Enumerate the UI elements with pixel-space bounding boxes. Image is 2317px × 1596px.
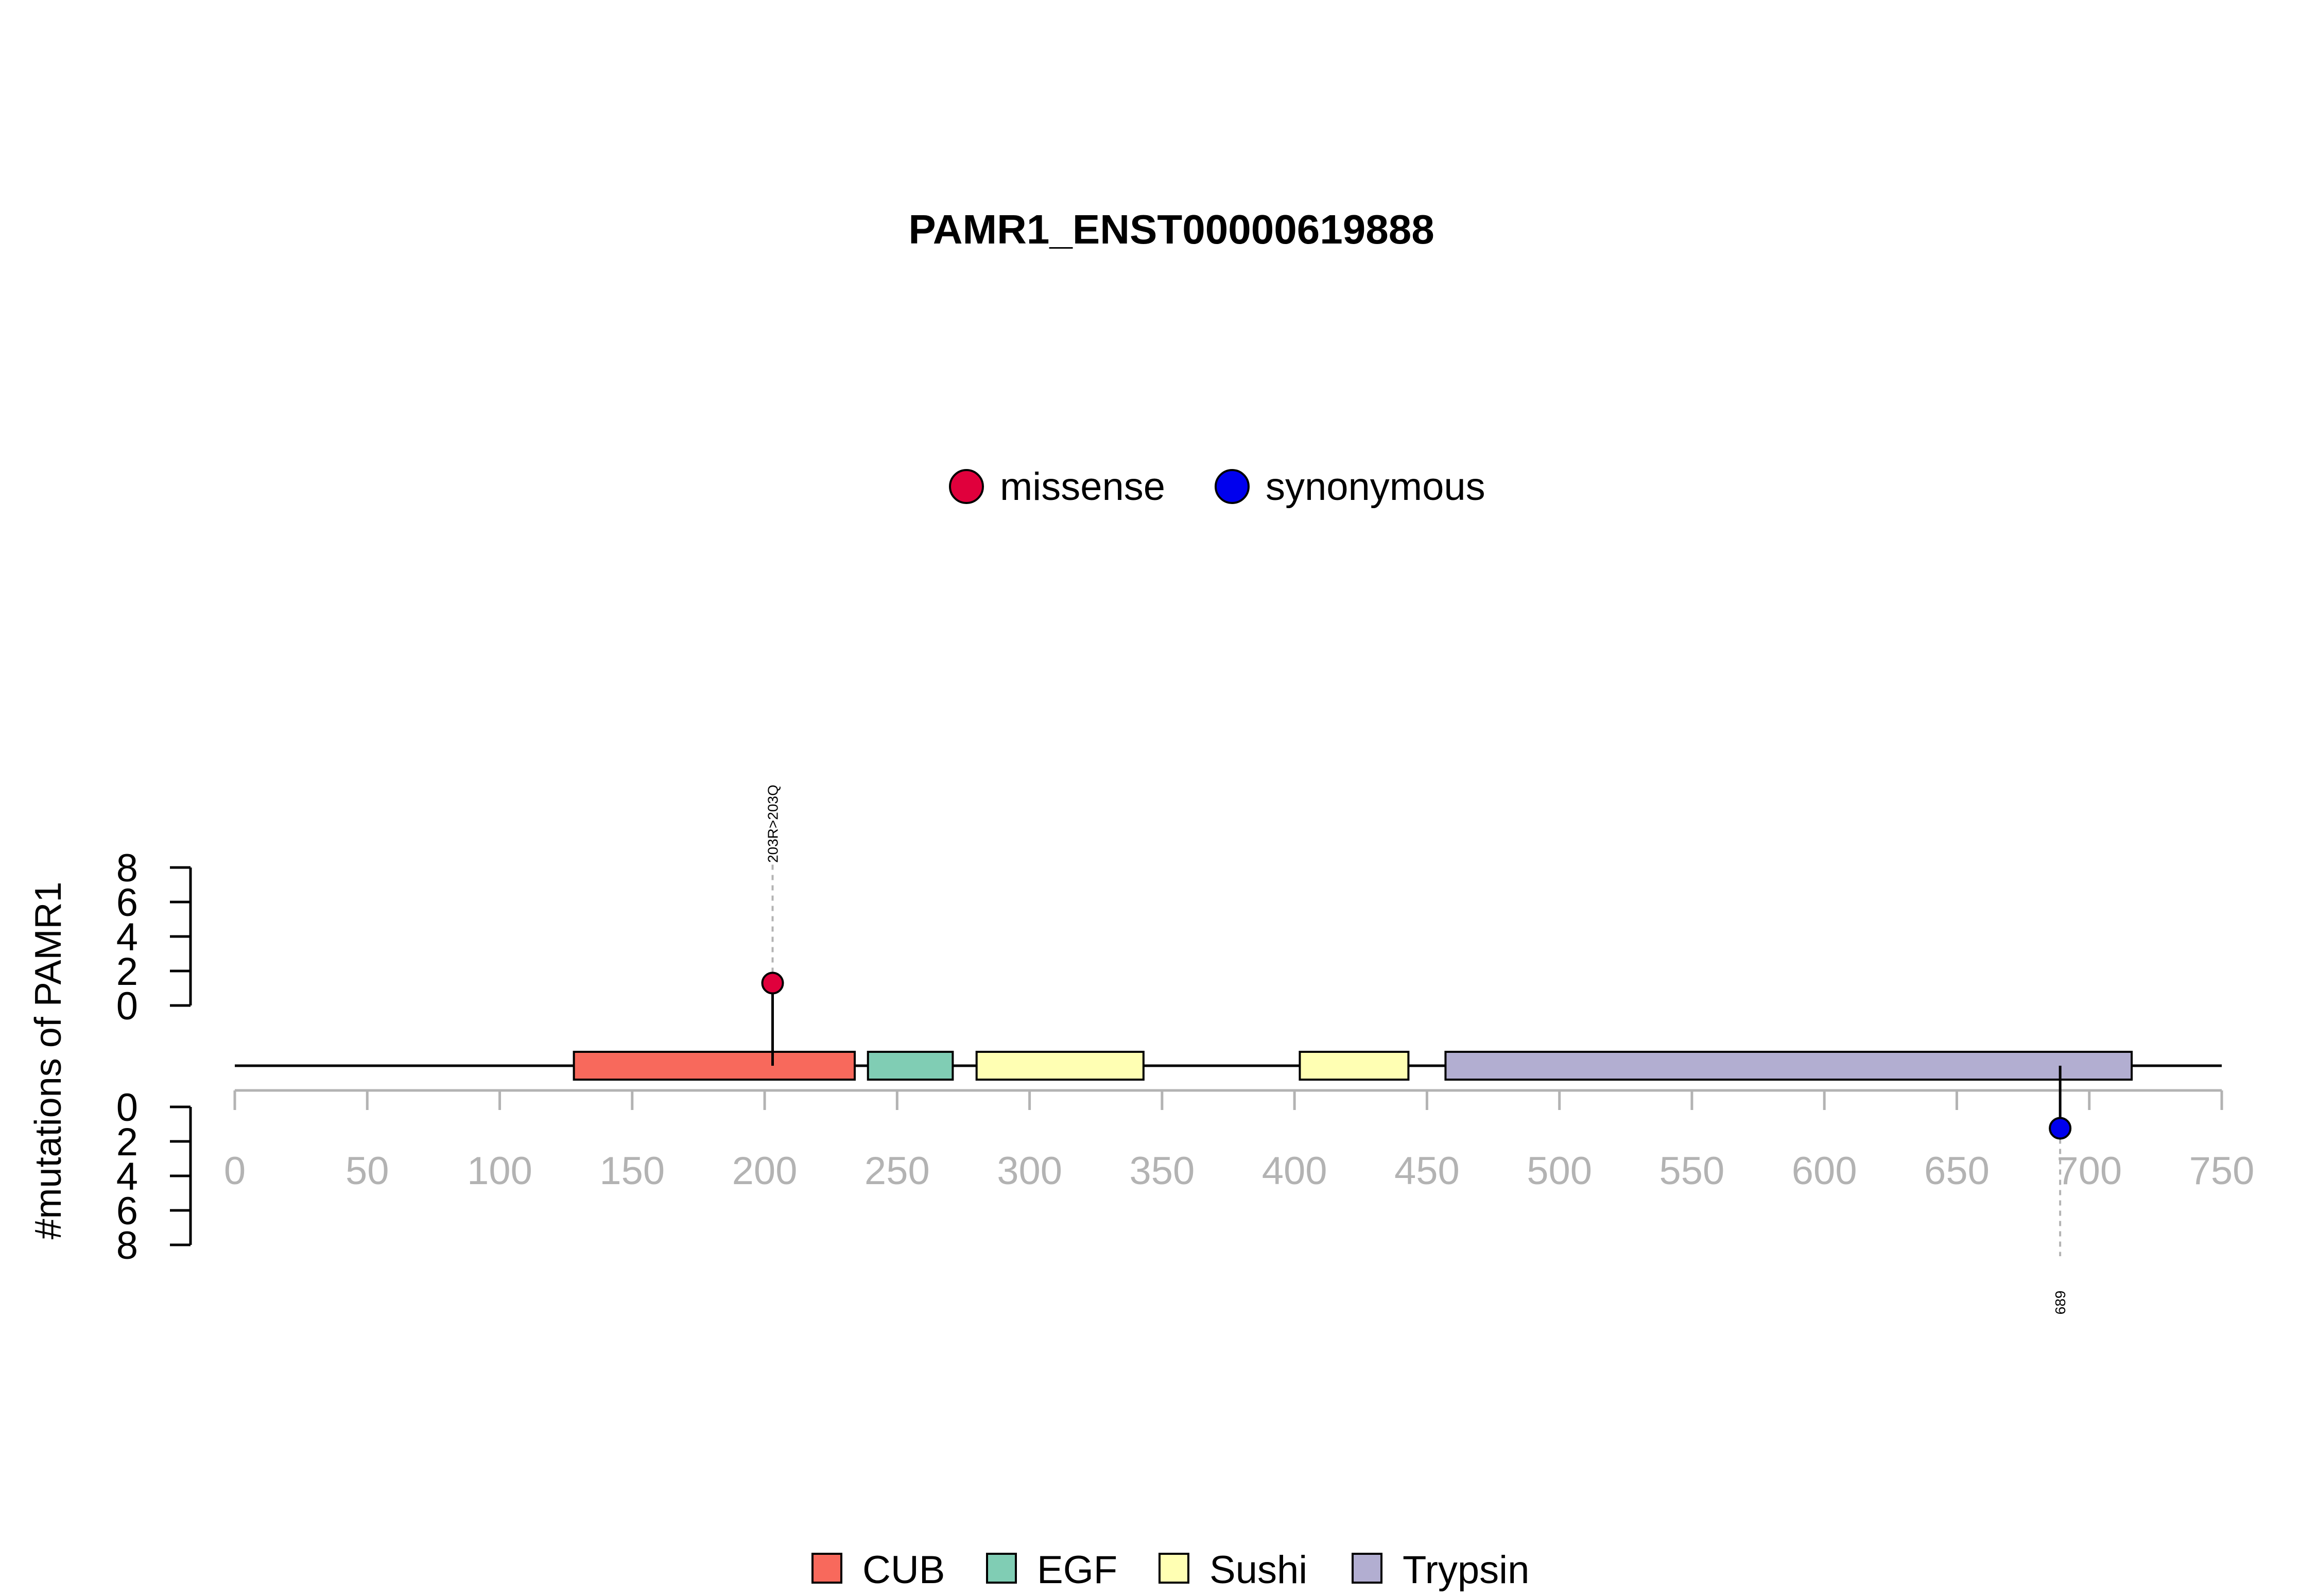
legend-swatch-cub (811, 1553, 842, 1584)
x-tick-label-750: 750 (2189, 1149, 2255, 1193)
x-tick-label-450: 450 (1394, 1149, 1460, 1193)
y-top-tick-label-6: 6 (116, 881, 138, 925)
y-top-tick-label-8: 8 (116, 846, 138, 890)
domain-egf-1 (867, 1051, 954, 1081)
domain-sushi-2 (975, 1051, 1145, 1081)
y-bottom-tick-label-0: 0 (116, 1086, 138, 1130)
legend-label-missense: missense (1000, 465, 1165, 509)
legend-label-sushi: Sushi (1209, 1548, 1307, 1592)
x-tick-label-350: 350 (1129, 1149, 1195, 1193)
x-tick-label-700: 700 (2056, 1149, 2122, 1193)
y-bottom-tick-label-2: 2 (116, 1120, 138, 1164)
x-tick-label-500: 500 (1527, 1149, 1592, 1193)
y-top-tick-label-2: 2 (116, 950, 138, 994)
mutation-label-203: 203R>203Q (765, 785, 781, 863)
domain-trypsin-4 (1444, 1051, 2133, 1081)
legend-label-synonymous: synonymous (1266, 465, 1485, 509)
y-bottom-tick-label-8: 8 (116, 1224, 138, 1268)
legend-label-egf: EGF (1037, 1548, 1117, 1592)
legend-label-cub: CUB (862, 1548, 945, 1592)
mutation-point-689 (2049, 1117, 2072, 1140)
y-top-tick-label-0: 0 (116, 984, 138, 1028)
legend-label-trypsin: Trypsin (1403, 1548, 1529, 1592)
x-tick-label-550: 550 (1659, 1149, 1725, 1193)
x-tick-label-400: 400 (1262, 1149, 1327, 1193)
x-tick-label-0: 0 (224, 1149, 246, 1193)
mutation-point-203 (761, 972, 784, 995)
y-top-tick-label-4: 4 (116, 915, 138, 959)
x-tick-label-150: 150 (599, 1149, 665, 1193)
chart-title: PAMR1_ENST00000619888 (908, 206, 1434, 252)
domain-sushi-3 (1299, 1051, 1410, 1081)
legend-swatch-sushi (1158, 1553, 1189, 1584)
mutation-label-689: 689 (2052, 1291, 2068, 1315)
x-tick-label-600: 600 (1792, 1149, 1857, 1193)
legend-swatch-trypsin (1352, 1553, 1382, 1584)
legend-swatch-egf (986, 1553, 1017, 1584)
x-tick-label-650: 650 (1924, 1149, 1990, 1193)
y-bottom-tick-label-6: 6 (116, 1189, 138, 1233)
legend-marker-missense (949, 469, 984, 504)
legend-marker-synonymous (1215, 469, 1250, 504)
x-tick-label-200: 200 (732, 1149, 798, 1193)
x-tick-label-100: 100 (467, 1149, 532, 1193)
x-tick-label-250: 250 (864, 1149, 930, 1193)
x-tick-label-50: 50 (345, 1149, 389, 1193)
x-tick-label-300: 300 (997, 1149, 1062, 1193)
y-axis-label: #mutations of PAMR1 (28, 882, 69, 1240)
domain-cub-0 (573, 1051, 856, 1081)
y-bottom-tick-label-4: 4 (116, 1155, 138, 1199)
